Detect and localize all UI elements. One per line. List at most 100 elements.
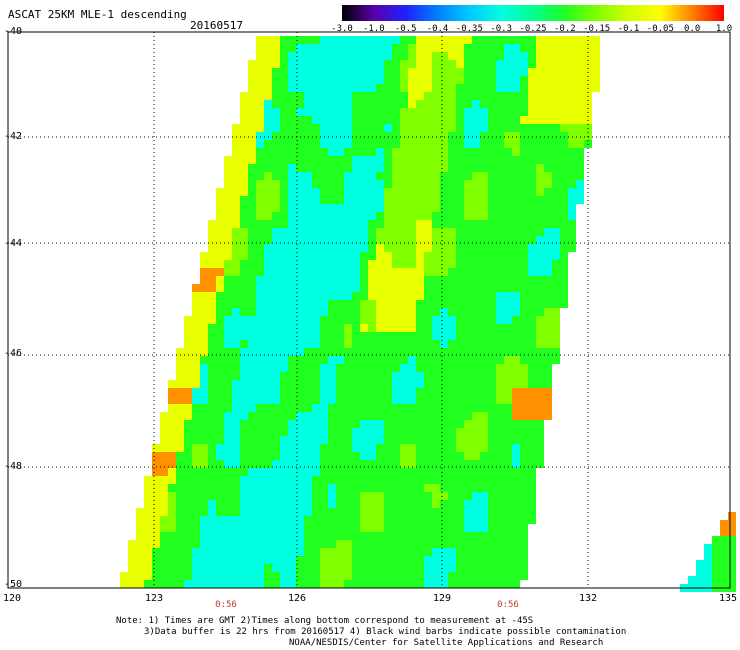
swath-pixel — [336, 476, 344, 484]
swath-pixel — [448, 364, 456, 372]
swath-pixel — [400, 468, 408, 476]
swath-pixel — [360, 76, 368, 84]
swath-pixel — [480, 188, 488, 196]
swath-pixel — [360, 196, 368, 204]
swath-pixel — [520, 116, 528, 124]
swath-pixel — [288, 84, 296, 92]
swath-pixel — [496, 308, 504, 316]
swath-pixel — [224, 396, 232, 404]
swath-pixel — [232, 252, 240, 260]
swath-pixel — [256, 508, 264, 516]
swath-pixel — [280, 308, 288, 316]
swath-pixel — [352, 52, 360, 60]
swath-pixel — [304, 228, 312, 236]
swath-pixel — [448, 52, 456, 60]
swath-pixel — [320, 540, 328, 548]
swath-pixel — [520, 532, 528, 540]
swath-pixel — [488, 460, 496, 468]
swath-pixel — [544, 204, 552, 212]
swath-pixel — [256, 188, 264, 196]
swath-pixel — [520, 52, 528, 60]
swath-pixel — [328, 276, 336, 284]
swath-pixel — [248, 172, 256, 180]
swath-pixel — [400, 348, 408, 356]
swath-pixel — [408, 532, 416, 540]
swath-pixel — [336, 460, 344, 468]
swath-pixel — [272, 468, 280, 476]
swath-pixel — [320, 164, 328, 172]
swath-pixel — [320, 156, 328, 164]
swath-pixel — [560, 244, 568, 252]
swath-pixel — [304, 372, 312, 380]
swath-pixel — [288, 68, 296, 76]
swath-pixel — [432, 300, 440, 308]
swath-pixel — [304, 500, 312, 508]
swath-pixel — [552, 196, 560, 204]
swath-pixel — [376, 212, 384, 220]
swath-pixel — [392, 172, 400, 180]
swath-pixel — [352, 68, 360, 76]
swath-pixel — [328, 492, 336, 500]
swath-pixel — [312, 428, 320, 436]
swath-pixel — [432, 284, 440, 292]
swath-pixel — [520, 172, 528, 180]
swath-pixel — [272, 428, 280, 436]
swath-pixel — [208, 244, 216, 252]
swath-pixel — [512, 196, 520, 204]
swath-pixel — [496, 68, 504, 76]
swath-pixel — [224, 412, 232, 420]
swath-pixel — [400, 476, 408, 484]
swath-pixel — [352, 164, 360, 172]
swath-pixel — [456, 188, 464, 196]
swath-pixel — [264, 324, 272, 332]
swath-pixel — [224, 420, 232, 428]
swath-pixel — [416, 60, 424, 68]
swath-pixel — [264, 348, 272, 356]
swath-pixel — [376, 476, 384, 484]
swath-pixel — [464, 68, 472, 76]
swath-pixel — [296, 548, 304, 556]
swath-pixel — [496, 220, 504, 228]
swath-pixel — [728, 520, 736, 528]
swath-pixel — [144, 580, 152, 588]
swath-pixel — [440, 412, 448, 420]
swath-pixel — [288, 460, 296, 468]
swath-pixel — [560, 228, 568, 236]
swath-pixel — [552, 244, 560, 252]
swath-pixel — [472, 92, 480, 100]
swath-pixel — [200, 332, 208, 340]
swath-pixel — [424, 308, 432, 316]
swath-pixel — [304, 348, 312, 356]
swath-pixel — [400, 564, 408, 572]
swath-pixel — [376, 292, 384, 300]
swath-pixel — [208, 444, 216, 452]
swath-pixel — [512, 284, 520, 292]
swath-pixel — [416, 556, 424, 564]
swath-pixel — [184, 580, 192, 588]
swath-pixel — [464, 324, 472, 332]
swath-pixel — [328, 220, 336, 228]
swath-pixel — [368, 380, 376, 388]
swath-pixel — [536, 460, 544, 468]
swath-pixel — [232, 316, 240, 324]
swath-pixel — [400, 580, 408, 588]
swath-pixel — [440, 372, 448, 380]
swath-pixel — [440, 276, 448, 284]
swath-pixel — [552, 220, 560, 228]
swath-pixel — [184, 476, 192, 484]
swath-pixel — [240, 476, 248, 484]
swath-pixel — [280, 316, 288, 324]
swath-pixel — [368, 340, 376, 348]
swath-pixel — [200, 492, 208, 500]
swath-pixel — [248, 140, 256, 148]
swath-pixel — [320, 252, 328, 260]
swath-pixel — [336, 284, 344, 292]
swath-pixel — [512, 84, 520, 92]
swath-pixel — [360, 188, 368, 196]
swath-pixel — [392, 388, 400, 396]
swath-pixel — [360, 540, 368, 548]
swath-pixel — [288, 76, 296, 84]
swath-pixel — [224, 564, 232, 572]
swath-pixel — [176, 404, 184, 412]
swath-pixel — [256, 580, 264, 588]
